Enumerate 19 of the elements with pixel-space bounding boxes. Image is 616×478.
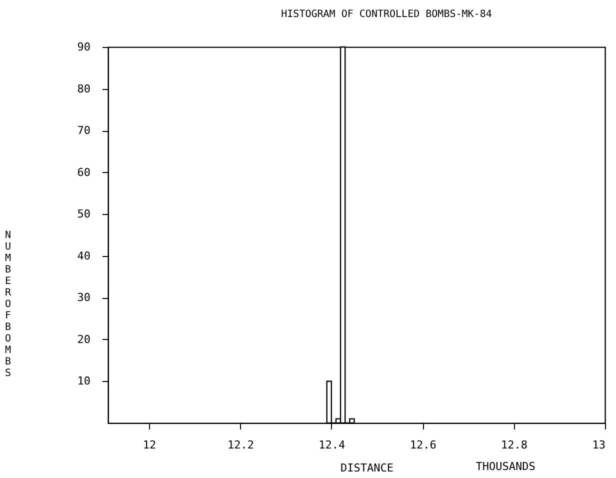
x-axis-title: DISTANCE [340,462,394,474]
y-tick-label: 10 [77,374,90,388]
chart-title: HISTOGRAM OF CONTROLLED BOMBS-MK-84 [281,9,492,20]
x-tick-label: 13 [592,438,606,452]
x-tick-label: 12.6 [410,438,436,452]
x-tick-label: 12.2 [227,438,254,452]
x-tick-label: 12.4 [318,438,346,452]
y-tick-label: 50 [77,208,90,221]
y-tick-label: 60 [77,166,90,179]
x-tick-label: 12 [142,438,156,452]
y-tick-label: 40 [77,249,90,262]
y-tick-label: 20 [77,332,90,346]
y-tick-label: 70 [77,124,90,138]
x-tick-label: 12.8 [501,438,528,452]
y-tick-label: 30 [77,291,90,304]
text: NUMBER OF BOMBS [4,230,12,379]
text: THOUSANDS [476,460,536,473]
y-tick-label: 90 [77,40,90,54]
y-tick-label: 80 [77,82,90,96]
